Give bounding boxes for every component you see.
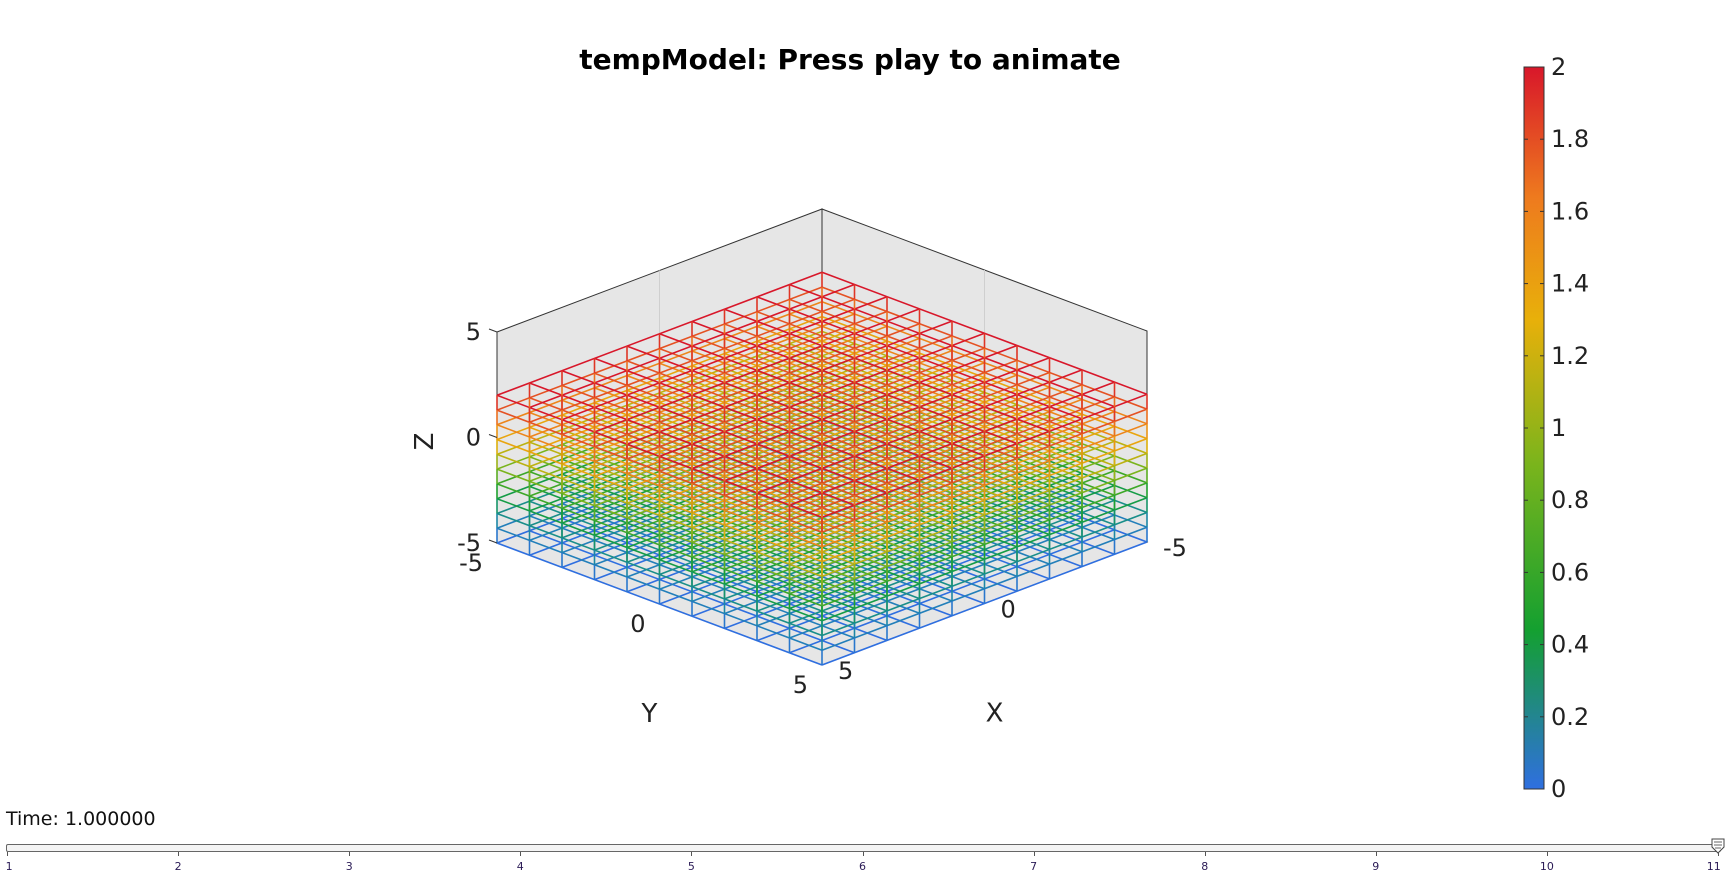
chart-title: tempModel: Press play to animate — [579, 43, 1121, 76]
z-tick-label: 0 — [466, 424, 481, 452]
z-tick-label: 5 — [466, 318, 481, 346]
slider-tick — [1375, 852, 1377, 856]
slider-tick-label: 2 — [174, 860, 182, 873]
slider-tick — [7, 852, 8, 856]
slider-tick-label: 11 — [1706, 860, 1721, 873]
y-axis-label: Y — [641, 699, 658, 729]
x-tick-label: 0 — [1001, 596, 1016, 624]
slider-tick — [349, 852, 351, 856]
slider-tick — [862, 852, 864, 856]
slider-tick-label: 1 — [5, 860, 13, 873]
slider-tick — [178, 852, 180, 856]
colorbar: 0 0.2 0.4 0.6 0.8 1 1.2 1.4 1.6 1.8 2 — [1523, 53, 1589, 803]
y-tick-label: -5 — [459, 549, 483, 577]
colorbar-tick-label: 1.8 — [1551, 125, 1589, 153]
x-tick-label: 5 — [838, 657, 853, 685]
slider-tick — [1033, 852, 1035, 856]
colorbar-tick-label: 0 — [1551, 775, 1566, 803]
colorbar-tick-label: 1.2 — [1551, 342, 1589, 370]
colorbar-tick-label: 1.6 — [1551, 197, 1589, 225]
slider-tick-label: 10 — [1539, 860, 1554, 873]
colorbar-tick-label: 1 — [1551, 414, 1566, 442]
slider-tick — [1546, 852, 1548, 856]
time-readout: Time: 1.000000 — [6, 808, 156, 830]
slider-tick-label: 4 — [516, 860, 524, 873]
y-tick-label: 0 — [630, 610, 645, 638]
z-axis-label: Z — [410, 433, 440, 451]
colorbar-tick-label: 0.4 — [1551, 631, 1589, 659]
colorbar-ticks: 0 0.2 0.4 0.6 0.8 1 1.2 1.4 1.6 1.8 2 — [1524, 53, 1589, 803]
slider-tick-label: 9 — [1372, 860, 1380, 873]
z-tick-label: -5 — [457, 529, 481, 557]
colorbar-tick-label: 0.8 — [1551, 486, 1589, 514]
colorbar-tick-label: 0.2 — [1551, 703, 1589, 731]
slider-tick-label: 6 — [859, 860, 866, 873]
figure: tempModel: Press play to animate -5 0 5 -5 0… — [410, 43, 1589, 803]
slider-tick — [691, 852, 693, 856]
slider-tick-label: 7 — [1030, 860, 1038, 873]
wireframe-mesh — [496, 271, 1148, 666]
colorbar-tick-label: 2 — [1551, 53, 1566, 81]
x-tick-label: -5 — [1163, 534, 1187, 562]
slider-tick-label: 3 — [345, 860, 353, 873]
y-tick-label: 5 — [793, 671, 808, 699]
slider-tick-label: 8 — [1201, 860, 1209, 873]
time-control: Time: 1.000000 1 2 3 4 5 6 7 8 9 10 11 — [0, 808, 1728, 888]
colorbar-tick-label: 1.4 — [1551, 270, 1589, 298]
x-axis-label: X — [986, 699, 1004, 729]
time-slider-thumb[interactable] — [1711, 838, 1725, 854]
slider-tick — [1204, 852, 1206, 856]
time-slider[interactable] — [6, 844, 1721, 852]
slider-tick — [520, 852, 522, 856]
axis-labels: -5 0 5 -5 0 5 -5 0 5 Z Y X — [410, 318, 1187, 729]
colorbar-tick-label: 0.6 — [1551, 558, 1589, 586]
slider-tick-label: 5 — [687, 860, 695, 873]
slider-tick — [1718, 852, 1719, 856]
